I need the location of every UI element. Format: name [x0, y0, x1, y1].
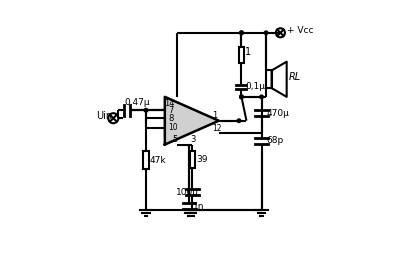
Text: 1n: 1n: [193, 202, 204, 211]
FancyBboxPatch shape: [239, 46, 244, 63]
Text: 47k: 47k: [150, 155, 166, 165]
Text: 14: 14: [164, 99, 174, 108]
Text: 3: 3: [190, 135, 196, 144]
Text: 7: 7: [168, 106, 174, 115]
Circle shape: [240, 95, 243, 99]
Text: + Vcc: + Vcc: [287, 26, 313, 35]
Text: 0,1μ: 0,1μ: [245, 82, 265, 91]
Text: 1: 1: [245, 47, 251, 57]
Circle shape: [264, 31, 268, 35]
Text: RL: RL: [289, 72, 301, 82]
Text: 0,47μ: 0,47μ: [125, 98, 150, 107]
Circle shape: [240, 31, 243, 35]
Text: 39: 39: [196, 155, 208, 164]
FancyBboxPatch shape: [143, 151, 149, 169]
Text: 5: 5: [173, 135, 178, 144]
Polygon shape: [165, 97, 219, 145]
Circle shape: [240, 31, 243, 35]
Circle shape: [237, 119, 241, 122]
Text: 12: 12: [212, 124, 222, 133]
Circle shape: [144, 108, 148, 112]
Circle shape: [260, 95, 263, 99]
Text: 470μ: 470μ: [266, 109, 289, 118]
Text: Uin: Uin: [96, 111, 112, 121]
Text: 68p: 68p: [266, 136, 283, 145]
Text: 1: 1: [212, 111, 218, 120]
Circle shape: [240, 95, 243, 99]
Text: 8: 8: [168, 114, 174, 123]
Text: 100μ: 100μ: [176, 188, 199, 197]
Bar: [266, 70, 272, 88]
FancyBboxPatch shape: [190, 151, 195, 168]
Text: 10: 10: [168, 123, 178, 132]
